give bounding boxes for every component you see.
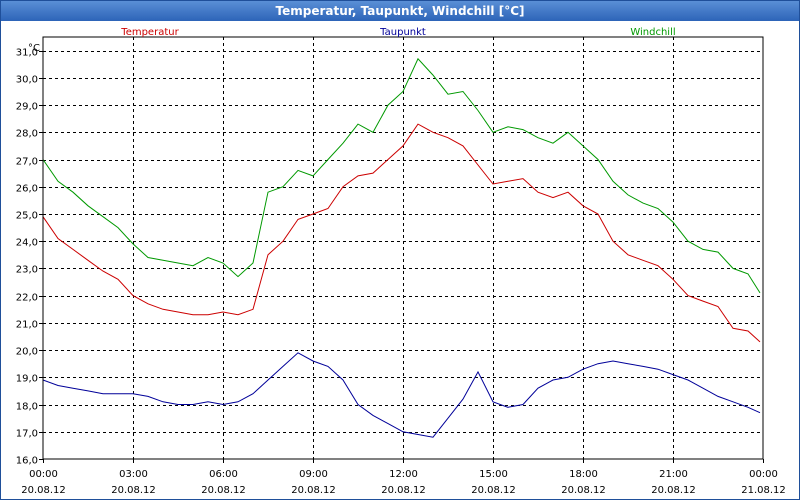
x-tick-date-label: 20.08.12 bbox=[291, 485, 336, 496]
y-tick-label: 22,0 bbox=[16, 293, 38, 304]
y-tick-label: 16,0 bbox=[16, 456, 38, 467]
x-tick-time-label: 21:00 bbox=[659, 469, 688, 480]
y-tick-label: 31,0 bbox=[16, 48, 38, 59]
chart-title: Temperatur, Taupunkt, Windchill [°C] bbox=[1, 1, 799, 21]
x-tick-date-label: 20.08.12 bbox=[381, 485, 426, 496]
y-tick-label: 27,0 bbox=[16, 157, 38, 168]
y-tick-label: 29,0 bbox=[16, 102, 38, 113]
x-axis: 00:00 20.08.12 03:00 20.08.12 06:00 20.08.12 0… bbox=[21, 459, 786, 496]
x-tick-time-label: 00:00 bbox=[29, 469, 58, 480]
y-tick-label: 21,0 bbox=[16, 320, 38, 331]
chart-svg: 16,0 17,0 18,0 19,0 20,0 21,0 22,0 23,0 24,0 25,0… bbox=[16, 27, 786, 496]
x-tick-date-label: 21.08.12 bbox=[741, 485, 786, 496]
y-tick-label: 25,0 bbox=[16, 211, 38, 222]
y-tick-label: 30,0 bbox=[16, 75, 38, 86]
y-tick-label: 26,0 bbox=[16, 184, 38, 195]
legend-taupunkt: Taupunkt bbox=[379, 27, 426, 38]
legend-temperatur: Temperatur bbox=[120, 27, 179, 38]
series-line-temperatur bbox=[42, 123, 761, 343]
x-tick-time-label: 18:00 bbox=[569, 469, 598, 480]
y-unit-label: °C bbox=[28, 43, 40, 54]
x-tick-date-label: 20.08.12 bbox=[111, 485, 156, 496]
x-tick-time-label: 12:00 bbox=[389, 469, 418, 480]
y-tick-label: 23,0 bbox=[16, 265, 38, 276]
y-axis: 16,0 17,0 18,0 19,0 20,0 21,0 22,0 23,0 24,0 25,0… bbox=[16, 48, 43, 467]
y-tick-label: 28,0 bbox=[16, 129, 38, 140]
series-line-taupunkt bbox=[42, 352, 761, 438]
legend: Temperatur Taupunkt Windchill bbox=[120, 27, 675, 38]
series-group bbox=[42, 57, 761, 438]
y-tick-label: 19,0 bbox=[16, 374, 38, 385]
x-tick-time-label: 09:00 bbox=[299, 469, 328, 480]
y-tick-label: 24,0 bbox=[16, 238, 38, 249]
y-tick-label: 17,0 bbox=[16, 429, 38, 440]
x-tick-time-label: 06:00 bbox=[209, 469, 238, 480]
grid-lines bbox=[43, 37, 763, 459]
y-tick-label: 18,0 bbox=[16, 402, 38, 413]
x-tick-date-label: 20.08.12 bbox=[201, 485, 246, 496]
x-tick-date-label: 20.08.12 bbox=[561, 485, 606, 496]
series-line-windchill bbox=[42, 57, 761, 294]
x-tick-time-label: 15:00 bbox=[479, 469, 508, 480]
x-tick-time-label: 03:00 bbox=[119, 469, 148, 480]
y-tick-label: 20,0 bbox=[16, 347, 38, 358]
legend-windchill: Windchill bbox=[630, 27, 675, 38]
x-tick-time-label: 00:00 bbox=[749, 469, 778, 480]
x-tick-date-label: 20.08.12 bbox=[471, 485, 516, 496]
x-tick-date-label: 20.08.12 bbox=[651, 485, 696, 496]
x-tick-date-label: 20.08.12 bbox=[21, 485, 66, 496]
